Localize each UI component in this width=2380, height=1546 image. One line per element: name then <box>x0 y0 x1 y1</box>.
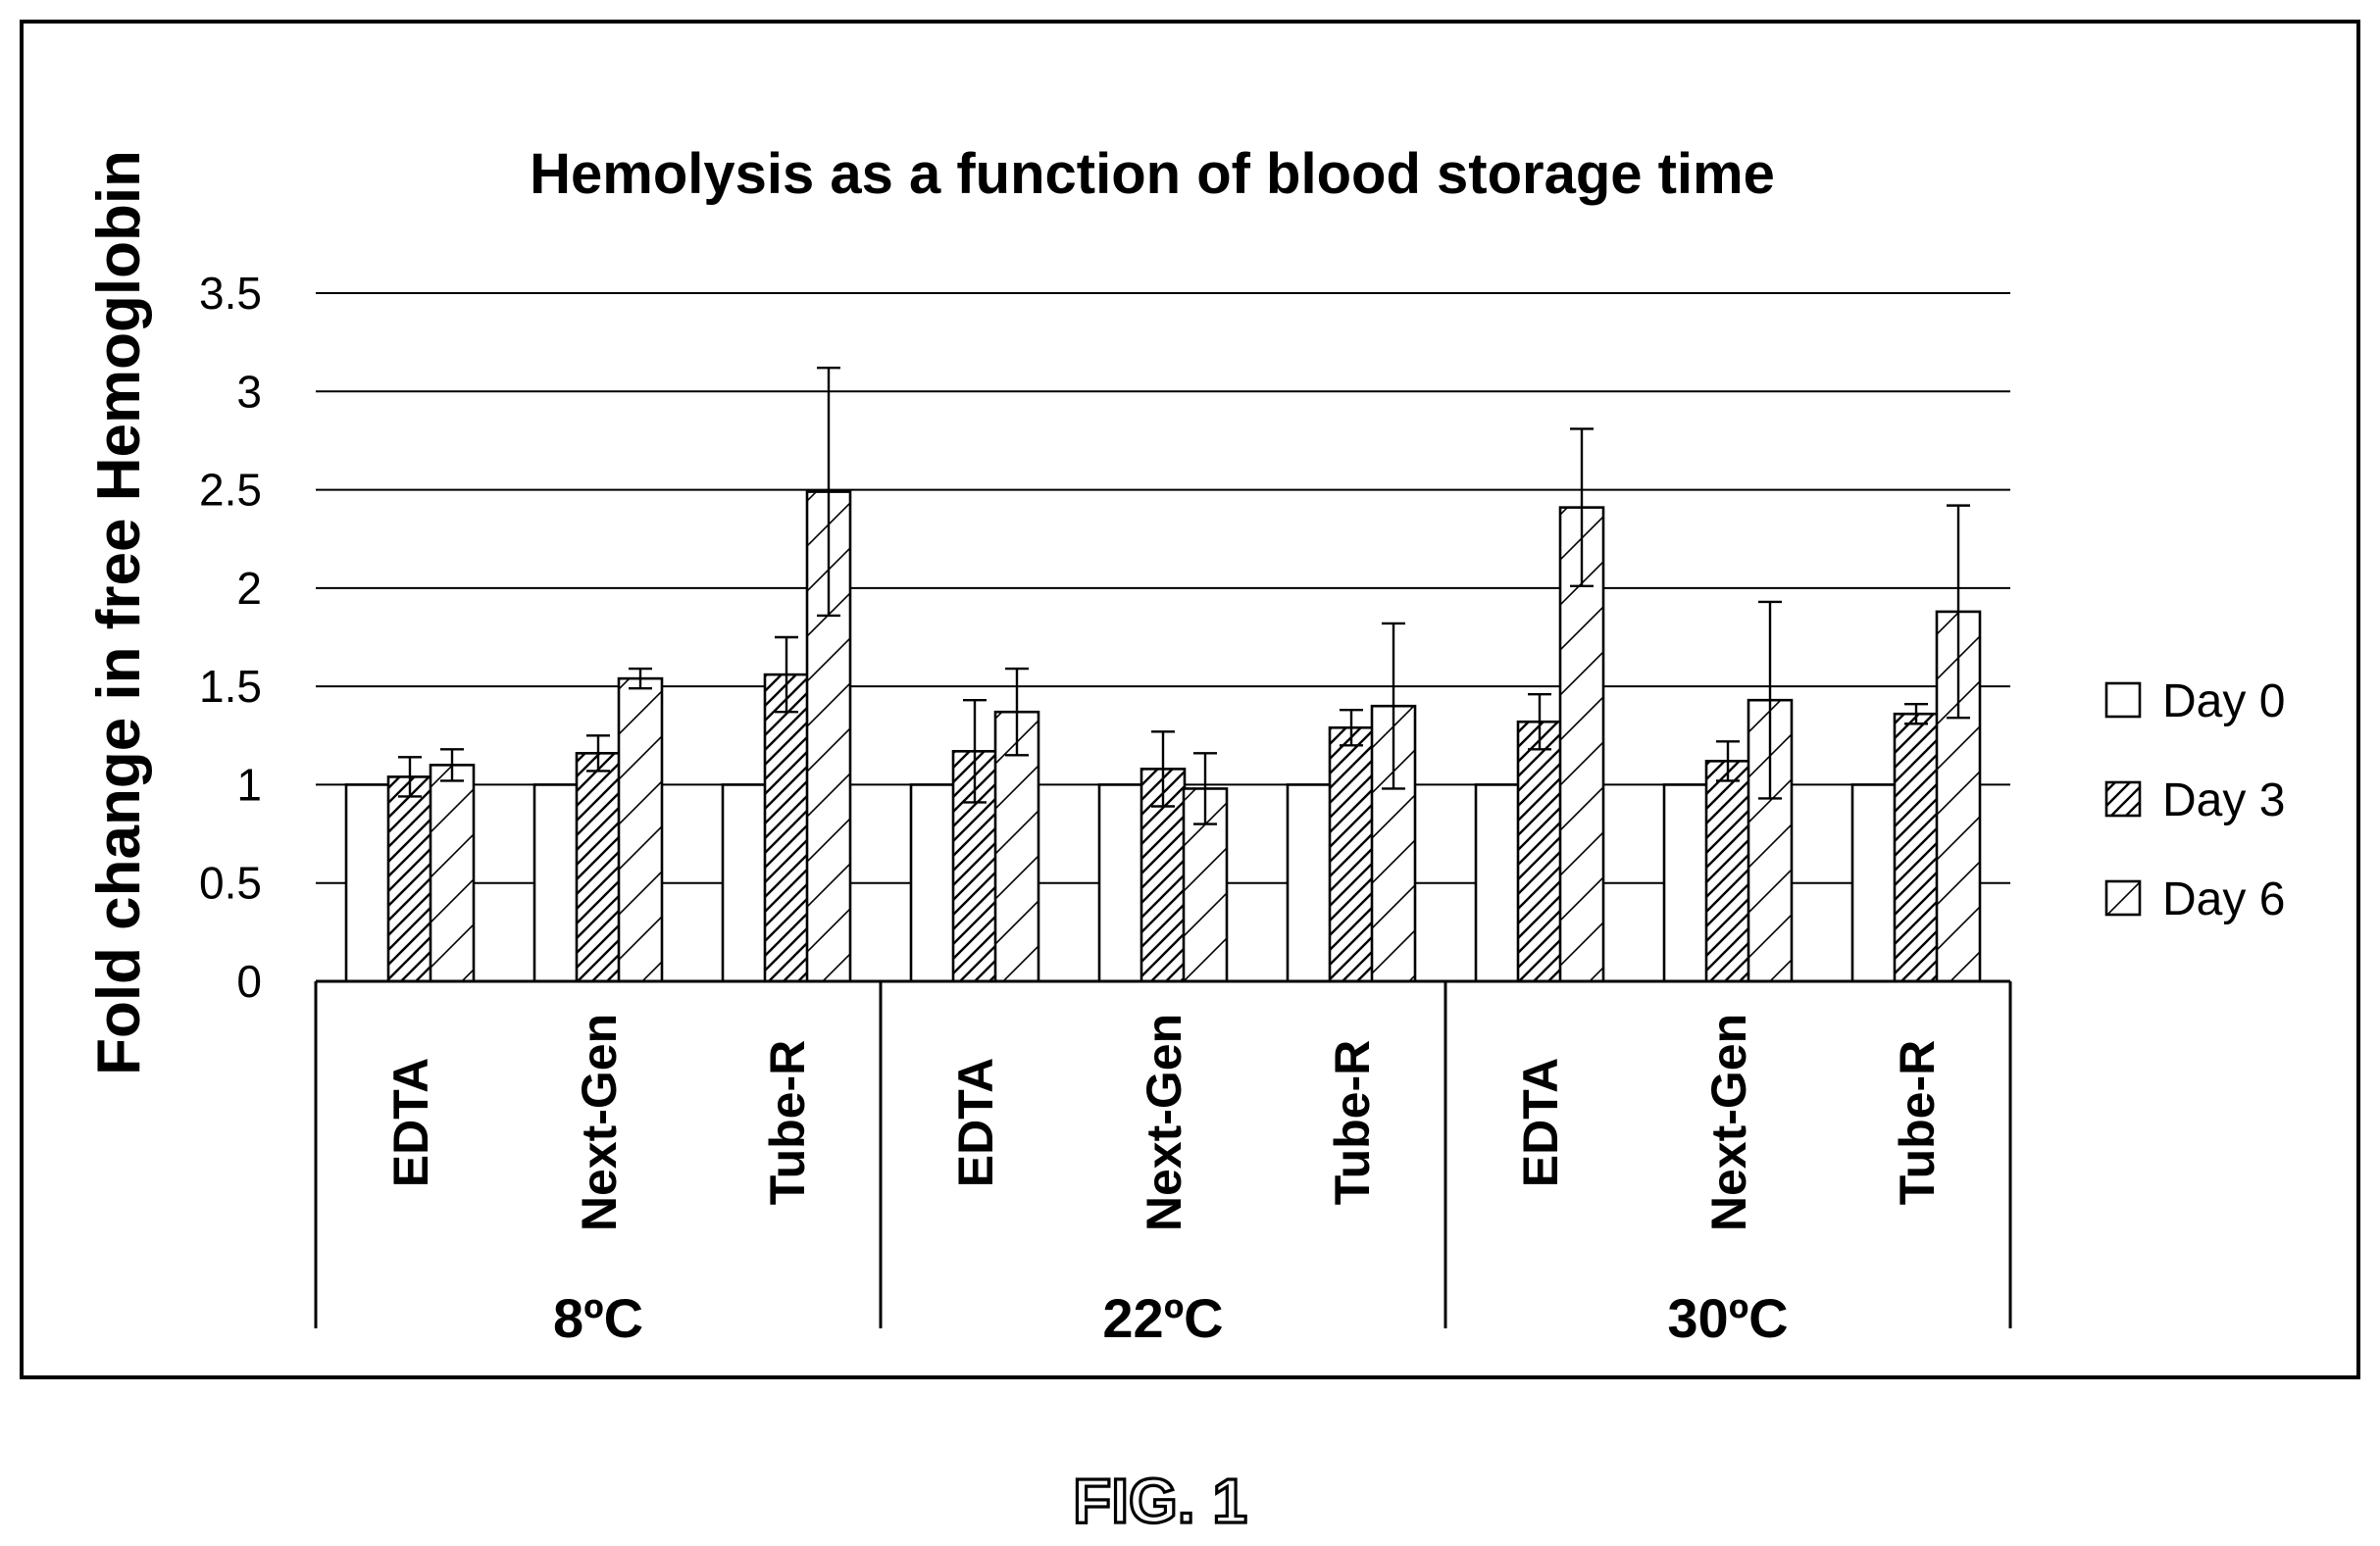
bar-day-3 <box>763 673 810 983</box>
error-bar <box>1904 702 1928 725</box>
bar-day-3 <box>951 750 998 983</box>
error-bar <box>1151 730 1175 808</box>
legend-label: Day 6 <box>2162 873 2285 925</box>
error-bar <box>1193 752 1217 825</box>
bar-day-3 <box>1704 760 1751 983</box>
bar-day-3 <box>1328 725 1375 983</box>
category-label: Tube-R <box>760 1040 815 1205</box>
category-label: Tube-R <box>1325 1040 1380 1205</box>
group-label: 22ºC <box>1102 1287 1223 1349</box>
error-bar <box>629 667 652 690</box>
figure-label: FIG. 1 <box>1073 1466 1247 1536</box>
legend-label: Day 0 <box>2162 675 2285 727</box>
category-label: Next-Gen <box>1701 1014 1756 1231</box>
error-bar <box>775 635 798 714</box>
y-tick-label: 2 <box>236 563 262 614</box>
category-label: Next-Gen <box>1137 1014 1191 1231</box>
error-bar <box>1340 709 1363 747</box>
y-tick-label: 2.5 <box>199 465 262 516</box>
y-tick-label: 0 <box>236 956 262 1007</box>
bar-day-0 <box>1474 783 1521 983</box>
bar-day-3 <box>1516 720 1563 983</box>
bar-day-3 <box>1893 712 1940 983</box>
y-tick-label: 3.5 <box>199 268 262 319</box>
category-label: Next-Gen <box>572 1014 627 1231</box>
error-bar <box>1382 622 1405 790</box>
error-bar <box>1716 740 1740 782</box>
bar-day-0 <box>532 783 580 983</box>
category-axis: EDTA Next-Gen Tube-R 8ºC EDTA Next-Gen Tube-R 2… <box>314 979 2012 1349</box>
error-bar <box>1005 667 1029 757</box>
error-bars <box>398 367 1970 825</box>
error-bar <box>1528 692 1551 751</box>
bar-day-0 <box>721 783 768 983</box>
bar-day-3 <box>575 752 622 983</box>
error-bar <box>440 748 464 782</box>
category-label: EDTA <box>948 1058 1003 1187</box>
bar-day-3 <box>386 775 433 983</box>
category-label: EDTA <box>383 1058 438 1187</box>
bar-day-6 <box>993 710 1040 983</box>
bar-day-0 <box>1662 783 1709 983</box>
group-label: 30ºC <box>1667 1287 1788 1349</box>
y-tick-label: 0.5 <box>199 858 262 909</box>
bar-day-6 <box>429 764 476 983</box>
bar-day-0 <box>1097 783 1144 983</box>
error-bar <box>1947 504 1970 720</box>
error-bar <box>963 698 987 804</box>
legend: Day 0 Day 3 Day 6 <box>2104 675 2285 925</box>
error-bar <box>817 367 840 618</box>
legend-swatch <box>2104 780 2142 818</box>
error-bar <box>586 734 610 773</box>
error-bar <box>398 756 422 798</box>
y-axis-label: Fold change in free Hemoglobin <box>85 150 153 1075</box>
bar-day-0 <box>1286 783 1333 983</box>
bar-day-0 <box>1850 783 1898 983</box>
bar-day-0 <box>909 783 956 983</box>
legend-swatch <box>2104 681 2142 719</box>
error-bar <box>1758 600 1782 800</box>
y-tick-label: 1.5 <box>199 661 262 712</box>
y-tick-label: 3 <box>236 366 262 417</box>
bar-day-6 <box>617 676 664 983</box>
error-bar <box>1570 427 1594 588</box>
group-label: 8ºC <box>553 1287 643 1349</box>
chart-title: Hemolysis as a function of blood storage… <box>530 142 1775 206</box>
bar-day-0 <box>344 783 391 983</box>
y-tick-label: 1 <box>236 759 262 810</box>
category-label: EDTA <box>1513 1058 1568 1187</box>
legend-swatch <box>2104 879 2142 917</box>
category-label: Tube-R <box>1890 1040 1945 1205</box>
legend-label: Day 3 <box>2162 774 2285 826</box>
y-axis-ticks: 0 0.5 1 1.5 2 2.5 3 3.5 <box>199 268 262 1007</box>
